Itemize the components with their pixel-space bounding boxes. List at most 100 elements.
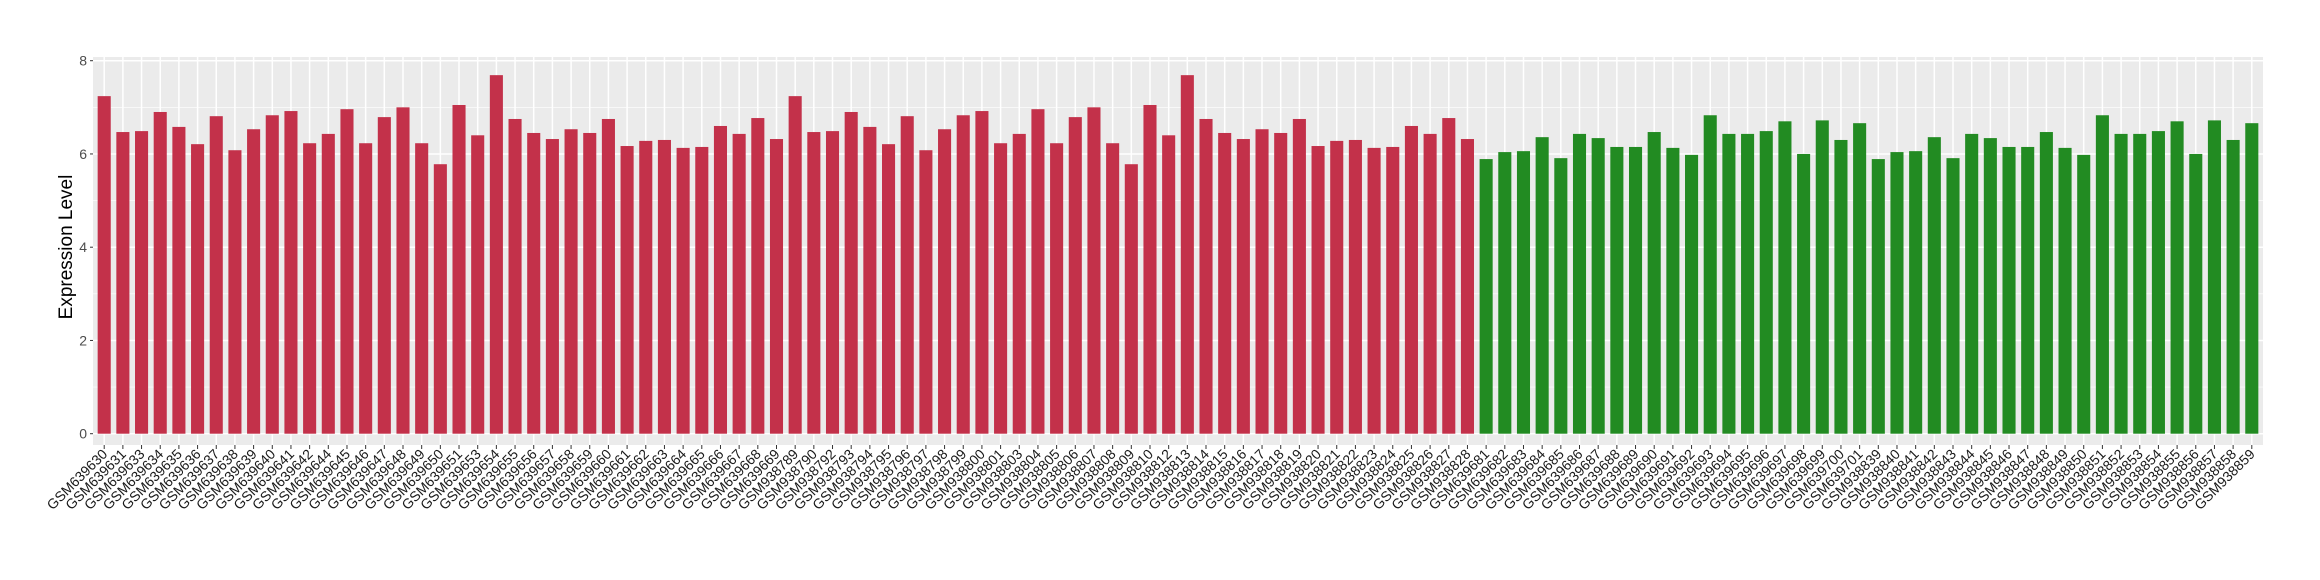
y-tick-label: 8 — [79, 53, 87, 69]
bar — [415, 143, 429, 434]
bar — [1610, 146, 1624, 434]
bar — [919, 150, 933, 434]
bar — [2077, 154, 2091, 434]
bar — [209, 116, 223, 434]
bar — [882, 144, 896, 434]
bar — [377, 117, 391, 434]
bar — [844, 111, 858, 434]
bar — [695, 146, 709, 434]
bar — [2095, 115, 2109, 434]
bar — [1628, 146, 1643, 434]
y-tick-label: 4 — [79, 239, 87, 255]
bar — [1199, 118, 1213, 434]
bar — [1031, 109, 1045, 434]
bar — [172, 126, 186, 434]
bar — [1180, 75, 1194, 434]
y-axis-title: Expression Level — [56, 175, 77, 320]
bar — [994, 143, 1008, 434]
bar — [489, 75, 503, 434]
bar — [1797, 153, 1811, 434]
bar — [1236, 139, 1250, 434]
bar — [956, 115, 970, 434]
bar — [153, 111, 167, 434]
y-tick-label: 2 — [79, 332, 87, 348]
bar — [1554, 158, 1568, 434]
bars — [97, 75, 2259, 434]
bar — [1722, 133, 1736, 434]
bar — [639, 140, 653, 434]
bar — [1815, 120, 1829, 434]
bar — [1330, 140, 1344, 434]
bar — [340, 109, 354, 434]
bar — [601, 118, 615, 434]
bar — [2002, 146, 2016, 434]
y-tick-label: 6 — [79, 146, 87, 162]
bar — [807, 132, 821, 434]
bar — [583, 132, 597, 434]
bar — [396, 107, 410, 434]
bar — [1965, 133, 1979, 434]
bar — [1218, 132, 1232, 434]
bar — [508, 118, 522, 434]
bar — [1591, 138, 1605, 434]
bar — [1442, 118, 1456, 434]
bar — [1012, 133, 1026, 434]
bar — [1143, 104, 1157, 434]
bar — [1162, 135, 1176, 434]
bar — [2133, 133, 2147, 434]
bar — [1274, 132, 1288, 434]
bar — [1087, 107, 1101, 434]
bar — [657, 139, 671, 434]
bar — [825, 131, 840, 434]
bar — [788, 96, 802, 434]
bar — [2226, 139, 2240, 434]
bar — [527, 132, 541, 434]
bar — [1292, 118, 1306, 434]
bar — [265, 115, 279, 434]
bar — [1834, 139, 1848, 434]
bar — [751, 118, 765, 434]
bar — [2170, 121, 2184, 434]
bar — [97, 96, 111, 434]
bar — [1741, 133, 1755, 434]
bar — [1124, 164, 1138, 434]
bar — [1890, 152, 1904, 434]
bar — [1946, 158, 1960, 434]
bar — [545, 139, 559, 434]
bar — [1311, 146, 1325, 434]
bar — [1423, 133, 1437, 434]
bar — [863, 126, 877, 434]
bar — [2039, 132, 2053, 434]
bar — [135, 131, 149, 434]
bar — [769, 139, 784, 434]
bar — [1498, 152, 1512, 434]
bar — [1983, 138, 1997, 434]
bar — [1666, 147, 1680, 434]
bar — [1909, 151, 1923, 434]
bar — [2189, 153, 2203, 434]
bar — [713, 125, 728, 434]
bar — [1479, 159, 1493, 434]
bar — [452, 104, 466, 434]
bar — [116, 132, 130, 434]
bar — [2151, 131, 2165, 434]
bar — [433, 164, 447, 434]
bar — [975, 111, 989, 434]
bar — [1535, 137, 1549, 434]
y-axis: 0 2 4 6 8 — [79, 53, 93, 442]
bar — [2058, 147, 2072, 434]
bar — [1386, 146, 1400, 434]
bar — [284, 111, 298, 434]
bar — [303, 143, 317, 434]
bar — [732, 133, 746, 434]
bar — [1068, 117, 1082, 434]
bar — [1516, 151, 1531, 434]
bar — [2114, 133, 2128, 434]
bar — [2245, 123, 2259, 434]
bar — [1685, 154, 1699, 434]
bar — [321, 133, 335, 434]
bar — [1647, 132, 1661, 434]
bar — [1853, 123, 1867, 434]
bar — [1106, 143, 1120, 434]
